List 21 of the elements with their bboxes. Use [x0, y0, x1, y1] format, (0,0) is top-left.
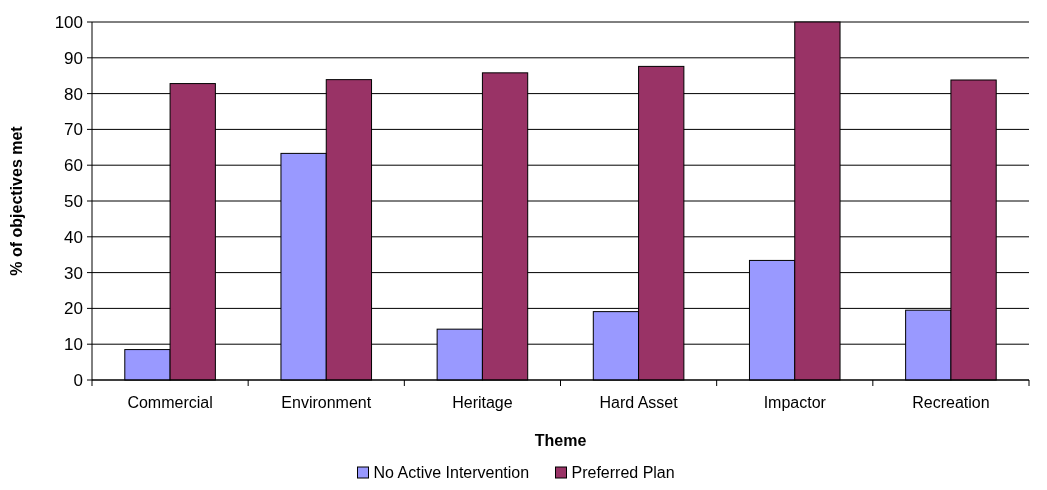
- x-tick-label: Environment: [281, 394, 372, 411]
- y-tick-label: 20: [64, 299, 83, 319]
- y-tick-label: 10: [64, 335, 83, 355]
- y-axis-title: % of objectives met: [8, 125, 25, 276]
- y-tick-label: 50: [64, 191, 83, 211]
- y-tick-label: 0: [73, 370, 83, 390]
- legend-label: Preferred Plan: [571, 464, 675, 481]
- y-tick-label: 30: [64, 263, 83, 283]
- x-axis-title: Theme: [534, 432, 587, 449]
- y-tick-label: 100: [54, 12, 83, 32]
- y-tick-label: 90: [64, 48, 83, 68]
- x-tick-label: Commercial: [127, 394, 213, 411]
- y-tick-label: 80: [64, 84, 83, 104]
- x-tick-label: Hard Asset: [599, 394, 679, 411]
- y-tick-label: 70: [64, 120, 83, 140]
- legend-label: No Active Intervention: [373, 464, 530, 481]
- x-tick-label: Heritage: [452, 394, 513, 411]
- y-tick-label: 40: [64, 227, 83, 247]
- x-tick-label: Recreation: [912, 394, 990, 411]
- x-tick-label: Impactor: [763, 394, 827, 411]
- y-tick-label: 60: [64, 156, 83, 176]
